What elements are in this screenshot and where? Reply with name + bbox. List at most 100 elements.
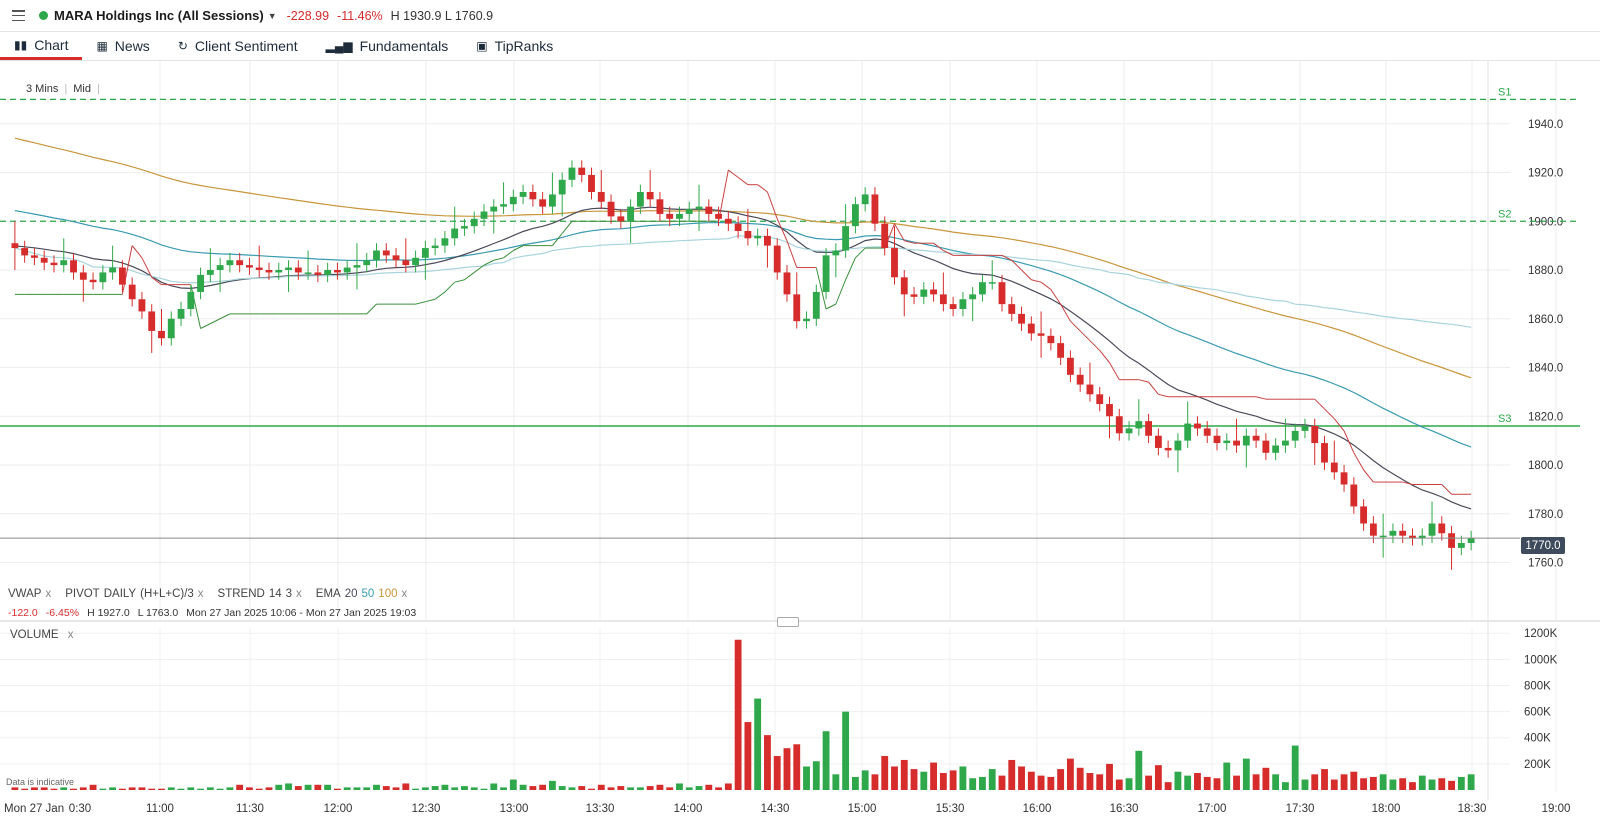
candle-body xyxy=(842,226,850,251)
volume-bar xyxy=(509,779,517,790)
tab-label: Fundamentals xyxy=(359,38,449,54)
supertrend-segment xyxy=(943,250,954,256)
price-change: -228.99 xyxy=(286,8,330,23)
candle-body xyxy=(959,299,967,309)
candle-body xyxy=(881,223,889,249)
candle-body xyxy=(519,192,527,197)
volume-axis-label: 600K xyxy=(1524,707,1551,719)
volume-bar xyxy=(910,769,918,790)
candle-body xyxy=(1418,535,1426,539)
close-icon[interactable]: x xyxy=(401,588,408,600)
candle-body xyxy=(764,235,771,246)
candle-body xyxy=(304,272,312,274)
supertrend-segment xyxy=(200,323,211,329)
strend-period: 14 xyxy=(268,588,282,600)
volume-bar xyxy=(128,787,136,790)
close-icon[interactable]: x xyxy=(197,588,204,600)
volume-bar xyxy=(832,774,840,790)
supertrend-segment xyxy=(366,303,377,315)
candle-body xyxy=(79,272,87,280)
tab-news[interactable]: ▦ News xyxy=(82,32,163,60)
volume-bar xyxy=(431,786,439,790)
candle-body xyxy=(812,291,820,319)
volume-bar xyxy=(793,744,801,790)
instrument-title[interactable]: MARA Holdings Inc (All Sessions) xyxy=(54,8,264,23)
volume-bar xyxy=(1438,778,1446,790)
volume-bar xyxy=(451,787,459,790)
indicator-vwap[interactable]: VWAP xyxy=(8,588,42,600)
volume-bar xyxy=(1467,774,1475,790)
close-icon[interactable]: x xyxy=(67,629,74,641)
tab-label: TipRanks xyxy=(494,38,554,54)
candle-body xyxy=(255,267,263,270)
supertrend-segment xyxy=(1314,398,1325,410)
candle-body xyxy=(832,250,840,256)
price-chart[interactable]: 1940.0 1920.0 1900.0 1880.0 1860.0 1840.0 1820… xyxy=(0,61,1600,822)
pivot-label: S1 xyxy=(1498,86,1511,98)
time-axis-label: 17:30 xyxy=(1286,803,1315,815)
candle-body xyxy=(265,270,273,273)
time-axis-label: Mon 27 Jan xyxy=(4,803,64,815)
volume-bar xyxy=(363,787,371,790)
time-axis-label: 14:30 xyxy=(761,803,790,815)
volume-bar xyxy=(1135,750,1143,790)
candle-body xyxy=(275,270,283,273)
volume-bar xyxy=(89,784,97,790)
supertrend-segment xyxy=(552,233,563,246)
supertrend-segment xyxy=(1158,393,1169,398)
candle-body xyxy=(939,294,947,305)
supertrend-segment xyxy=(1001,254,1012,261)
candle-body xyxy=(109,267,117,273)
supertrend-segment xyxy=(1148,381,1159,395)
tab-client-sentiment[interactable]: ↻ Client Sentiment xyxy=(164,32,312,60)
volume-bar xyxy=(1369,776,1377,790)
candle-body xyxy=(167,318,175,339)
supertrend-segment xyxy=(210,318,221,325)
tab-tipranks[interactable]: ▣ TipRanks xyxy=(462,32,567,60)
menu-icon[interactable] xyxy=(12,10,25,21)
candle-body xyxy=(1428,523,1436,536)
tab-fundamentals[interactable]: ▂▄▆ Fundamentals xyxy=(312,32,463,60)
volume-bar xyxy=(900,759,908,790)
volume-bar xyxy=(236,784,244,790)
tab-chart[interactable]: ▮▮ Chart xyxy=(0,32,83,60)
close-icon[interactable]: x xyxy=(296,588,302,600)
volume-axis-label: 1200K xyxy=(1524,628,1558,640)
candle-body xyxy=(1076,374,1084,385)
volume-bar xyxy=(333,788,341,790)
candle-body xyxy=(1369,523,1377,536)
volume-axis-label: 200K xyxy=(1524,759,1551,771)
volume-bar xyxy=(1076,767,1084,790)
newspaper-icon: ▦ xyxy=(96,39,108,53)
ema-50-line xyxy=(14,210,1472,448)
time-axis-label: 12:30 xyxy=(412,803,441,815)
indicator-ema[interactable]: EMA xyxy=(315,588,341,600)
candle-body xyxy=(500,204,507,207)
candle-body xyxy=(617,216,625,222)
volume-bar xyxy=(1389,779,1397,790)
volume-bar xyxy=(294,786,302,790)
candle-body xyxy=(470,218,478,227)
price-type-button[interactable]: Mid xyxy=(73,83,91,95)
volume-bar xyxy=(627,787,635,790)
candle-body xyxy=(402,260,410,266)
interval-button[interactable]: 3 Mins xyxy=(26,83,59,95)
volume-bar xyxy=(578,786,586,790)
indicator-pivot[interactable]: PIVOT xyxy=(65,588,100,600)
candle-body xyxy=(363,260,371,266)
chevron-down-icon[interactable]: ▼ xyxy=(267,10,277,21)
close-icon[interactable]: x xyxy=(45,588,52,600)
supertrend-segment xyxy=(513,245,524,251)
volume-bar xyxy=(685,787,693,790)
volume-bar xyxy=(1272,774,1280,790)
candle-body xyxy=(128,284,136,300)
candle-body xyxy=(715,213,722,219)
pane-resize-handle[interactable] xyxy=(777,617,799,627)
candle-body xyxy=(490,206,498,212)
volume-bar xyxy=(764,735,771,790)
volume-bar xyxy=(1252,774,1260,790)
supertrend-segment xyxy=(1324,408,1335,420)
candle-body xyxy=(597,192,605,202)
indicator-strend[interactable]: STREND xyxy=(217,588,265,600)
candle-body xyxy=(1027,323,1035,334)
